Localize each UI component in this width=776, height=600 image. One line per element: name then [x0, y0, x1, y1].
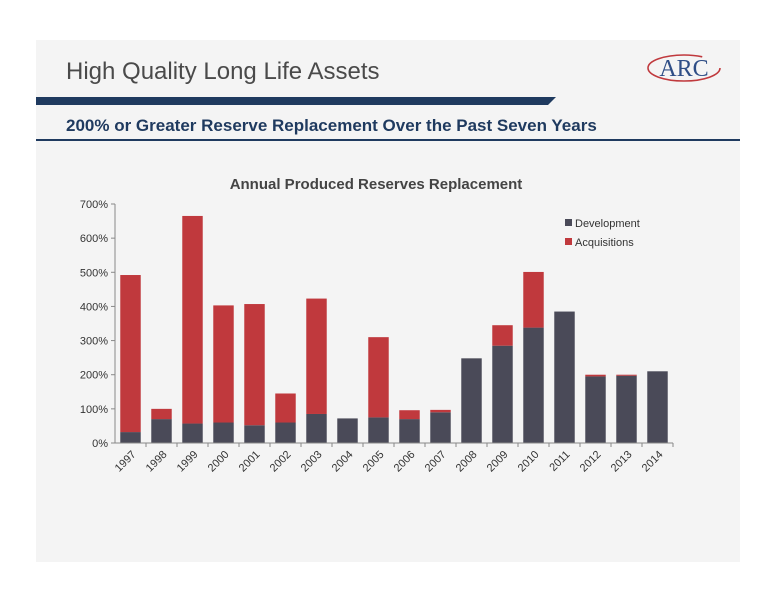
- x-tick-label: 2001: [237, 449, 263, 475]
- y-tick-label: 100%: [80, 404, 108, 416]
- bar-acquisitions-1997: [120, 275, 141, 433]
- x-tick-label: 2004: [330, 449, 356, 475]
- bar-acquisitions-2002: [275, 393, 296, 423]
- x-tick-label: 2003: [299, 449, 325, 475]
- legend-label-development: Development: [575, 218, 640, 230]
- bar-acquisitions-2013: [616, 374, 637, 376]
- bar-acquisitions-2001: [244, 304, 265, 426]
- chart-title: Annual Produced Reserves Replacement: [230, 176, 523, 193]
- bar-development-2012: [585, 376, 606, 443]
- bar-acquisitions-2006: [399, 410, 420, 420]
- bar-acquisitions-2010: [523, 271, 544, 328]
- x-tick-label: 2005: [361, 449, 387, 475]
- bar-acquisitions-2000: [213, 305, 234, 423]
- bar-development-1997: [120, 432, 141, 443]
- bar-development-2005: [368, 417, 389, 443]
- bar-acquisitions-1999: [182, 215, 203, 424]
- x-tick-label: 2011: [547, 449, 572, 474]
- bar-development-2001: [244, 425, 265, 443]
- y-tick-label: 400%: [80, 301, 108, 313]
- x-tick-label: 2010: [516, 449, 542, 475]
- y-tick-label: 700%: [80, 199, 108, 211]
- y-tick-label: 200%: [80, 370, 108, 382]
- svg-text:ARC: ARC: [659, 56, 708, 82]
- bar-development-2003: [306, 413, 327, 443]
- bar-development-1998: [151, 419, 172, 443]
- slide-background: [36, 40, 740, 562]
- bar-development-2004: [337, 418, 358, 443]
- bar-development-2000: [213, 422, 234, 443]
- page-title: High Quality Long Life Assets: [66, 58, 380, 85]
- bar-development-2010: [523, 327, 544, 443]
- legend-swatch-acquisitions: [565, 238, 572, 245]
- bar-acquisitions-2012: [585, 374, 606, 377]
- subtitle-rule: [36, 139, 740, 141]
- x-tick-label: 1999: [175, 449, 201, 475]
- bar-development-2009: [492, 345, 513, 443]
- bar-acquisitions-2007: [430, 409, 451, 413]
- x-tick-label: 2006: [392, 449, 418, 475]
- bar-development-2013: [616, 375, 637, 443]
- x-tick-label: 2012: [578, 449, 604, 475]
- x-tick-label: 1997: [113, 449, 139, 475]
- bar-development-2014: [647, 371, 668, 443]
- bar-development-2006: [399, 419, 420, 443]
- bar-acquisitions-1998: [151, 408, 172, 420]
- x-tick-label: 2002: [268, 449, 294, 475]
- y-tick-label: 300%: [80, 336, 108, 348]
- header-band: [36, 97, 556, 105]
- x-tick-label: 2000: [206, 449, 232, 475]
- bar-development-2008: [461, 358, 482, 443]
- y-tick-label: 0%: [92, 438, 108, 450]
- bar-development-1999: [182, 423, 203, 443]
- bar-development-2011: [554, 311, 575, 443]
- legend-label-acquisitions: Acquisitions: [575, 237, 634, 249]
- x-tick-label: 1998: [144, 449, 170, 475]
- x-tick-label: 2008: [454, 449, 480, 475]
- arc-logo: ARC: [647, 54, 721, 82]
- bar-development-2007: [430, 412, 451, 443]
- y-tick-label: 600%: [80, 233, 108, 245]
- y-tick-label: 500%: [80, 267, 108, 279]
- x-tick-label: 2013: [609, 449, 635, 475]
- x-tick-label: 2009: [485, 449, 511, 475]
- page-subtitle: 200% or Greater Reserve Replacement Over…: [66, 116, 597, 135]
- x-tick-label: 2014: [640, 449, 666, 475]
- x-tick-label: 2007: [423, 449, 449, 475]
- bar-development-2002: [275, 422, 296, 443]
- bar-acquisitions-2009: [492, 325, 513, 346]
- legend-swatch-development: [565, 219, 572, 226]
- bar-acquisitions-2003: [306, 298, 327, 414]
- bar-acquisitions-2005: [368, 337, 389, 418]
